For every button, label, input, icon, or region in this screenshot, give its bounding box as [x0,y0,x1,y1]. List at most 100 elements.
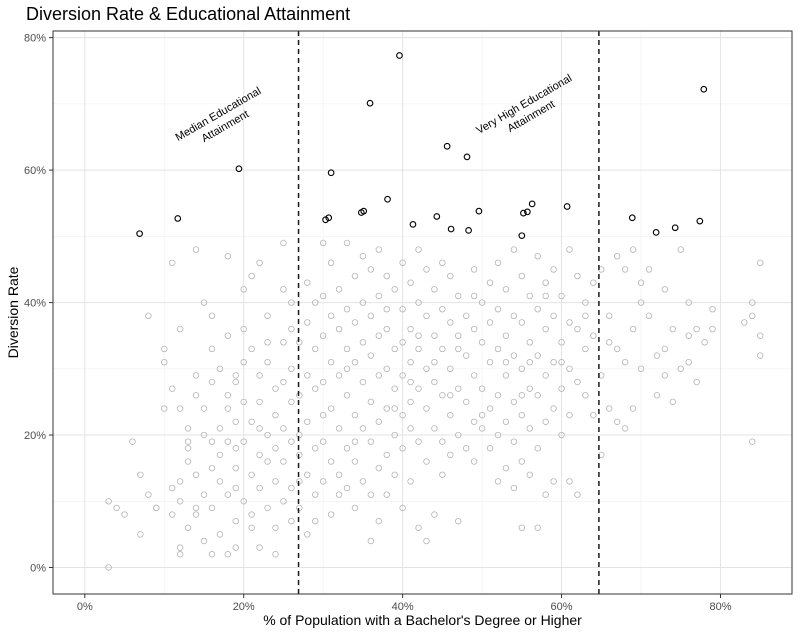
background-point [439,259,446,267]
background-point [685,358,692,366]
highlighted-point [528,200,536,208]
highlighted-point [700,85,708,93]
background-point [518,524,526,531]
background-point [343,392,351,399]
background-point [685,299,692,306]
background-point [574,325,581,333]
background-point [447,451,454,459]
highlighted-point [366,99,374,107]
background-point [383,451,390,459]
background-point [447,411,454,419]
background-point [470,458,478,465]
x-tick-label: 40% [392,601,414,613]
background-point [677,365,684,372]
background-point [359,299,367,306]
background-point [304,279,311,286]
background-point [558,358,565,366]
background-point [566,478,573,485]
background-point [335,425,343,432]
background-point [431,358,438,366]
background-point [463,352,470,359]
background-point [629,405,637,412]
background-point [208,464,216,472]
background-point [240,325,247,333]
background-point [351,458,359,465]
background-point [272,478,279,485]
background-point [502,332,510,339]
background-point [327,458,335,465]
background-point [685,332,692,339]
background-point [192,511,200,518]
background-point [312,491,319,498]
background-point [439,345,446,353]
background-point [208,504,216,512]
background-point [550,266,557,273]
background-point [534,524,541,531]
background-point [248,345,255,353]
background-point [637,279,645,286]
background-point [256,372,263,379]
background-point [343,345,351,353]
background-point [423,365,430,372]
background-point [375,517,382,525]
background-point [319,292,327,300]
background-point [176,325,184,333]
background-point [399,445,406,452]
background-point [423,405,430,412]
background-point [176,551,184,558]
background-point [256,451,263,459]
background-point [256,398,263,406]
background-point [439,438,446,445]
background-point [582,392,589,399]
background-point [558,385,565,392]
background-point [415,299,422,306]
background-point [526,339,533,346]
background-point [240,438,247,445]
background-point [240,398,247,406]
background-point [502,286,510,293]
background-point [304,471,311,478]
background-point [184,445,192,452]
background-point [661,372,669,379]
background-point [375,292,382,300]
background-point [343,239,351,247]
background-point [264,312,271,320]
background-point [176,498,184,505]
background-point [161,345,168,353]
background-point [343,484,351,492]
background-point [216,531,224,538]
background-point [208,345,216,353]
background-point [383,325,390,333]
background-point [431,332,438,339]
highlighted-points [136,52,708,240]
background-point [296,339,303,346]
background-point [590,332,597,339]
background-point [256,259,263,267]
background-point [399,339,406,346]
background-point [526,358,533,366]
background-point [510,484,518,492]
background-point [470,292,478,300]
background-point [248,471,255,478]
background-point [494,392,502,399]
background-point [288,517,295,525]
background-point [526,471,533,478]
background-point [478,411,486,419]
background-point [661,286,669,293]
background-point [375,372,382,379]
background-point [256,425,263,432]
background-point [749,299,756,306]
background-point [359,478,367,485]
background-point [566,246,573,253]
background-point [407,279,414,286]
background-point [534,305,541,313]
background-point [455,517,462,525]
background-point [518,411,526,419]
highlighted-point [463,153,471,161]
background-point [447,319,454,326]
background-point [486,358,494,366]
background-point [327,312,335,320]
background-point [272,551,279,558]
